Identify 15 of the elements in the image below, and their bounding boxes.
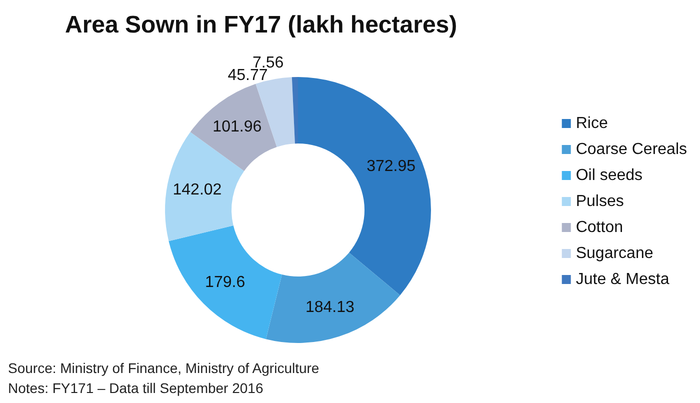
data-label: 184.13 xyxy=(305,299,354,316)
text: Notes: FY171 – Data till September 2016 xyxy=(8,380,264,396)
legend-label: Oil seeds xyxy=(576,167,643,184)
data-label: 142.02 xyxy=(172,182,222,199)
data-label: 372.95 xyxy=(366,158,416,175)
legend-label: Coarse Cereals xyxy=(576,141,687,158)
legend-label: Sugarcane xyxy=(576,245,654,262)
data-label: 179.6 xyxy=(205,274,246,291)
legend-label: Rice xyxy=(576,115,608,132)
source-note: Source: Ministry of Finance, Ministry of Agriculture xyxy=(8,360,320,376)
legend-label: Jute & Mesta xyxy=(576,271,670,288)
legend-label: Pulses xyxy=(576,193,624,210)
data-label: 101.96 xyxy=(212,118,262,136)
chart-title: Area Sown in FY17 (lakh hectares) xyxy=(65,12,458,38)
legend-label: Cotton xyxy=(576,219,623,236)
